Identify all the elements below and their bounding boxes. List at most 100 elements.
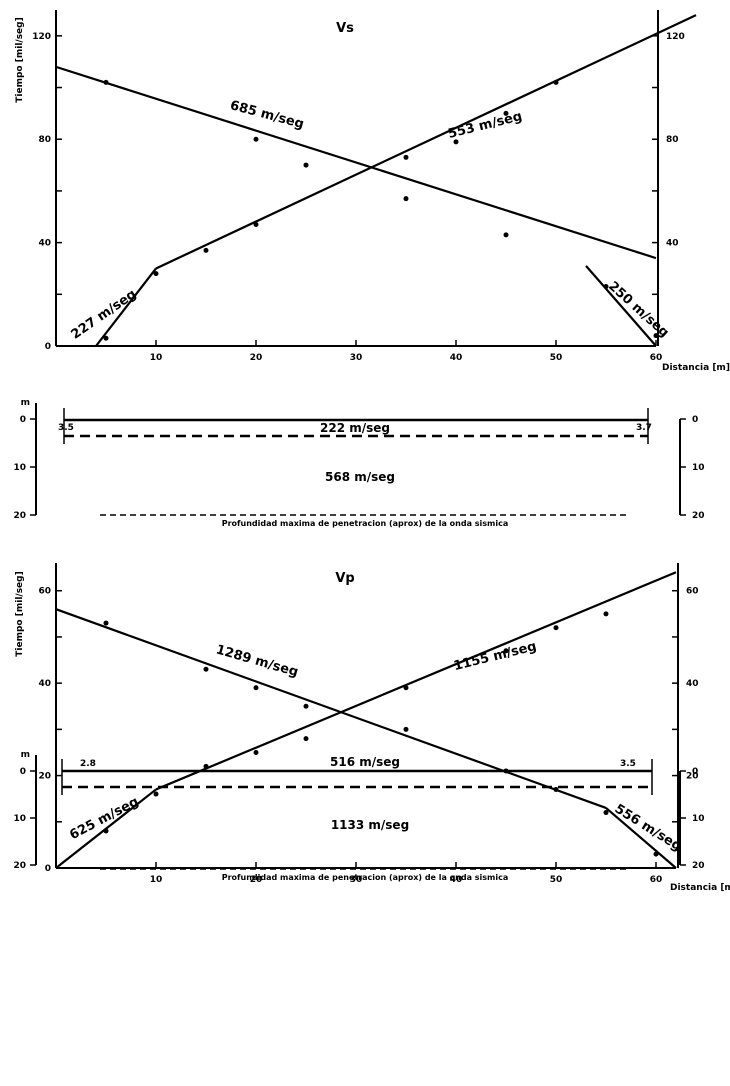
y-axis-title: Tiempo [mil/seg] (15, 571, 25, 656)
y-tick-label-left: 60 (38, 587, 51, 597)
y-tick-label-left: 80 (38, 135, 51, 145)
velocity-annotation: 625 m/seg (67, 794, 141, 843)
y-tick-label-left: 0 (45, 864, 51, 874)
x-axis-title: Distancia [m] (670, 883, 730, 893)
data-point (203, 763, 209, 769)
left-depth-label: 2.8 (80, 759, 96, 769)
x-tick-label: 20 (250, 875, 263, 885)
travel-time-segment (55, 608, 607, 809)
data-point (253, 685, 259, 691)
y-tick-label-left: 40 (38, 239, 51, 249)
data-point (653, 851, 659, 857)
depth-tick-label-left: 0 (20, 767, 26, 777)
data-point (153, 271, 159, 277)
x-tick-label: 50 (550, 353, 563, 363)
x-axis-title: Distancia [m] (662, 363, 730, 373)
data-point (403, 685, 409, 691)
data-point (603, 284, 609, 290)
travel-time-segment (155, 14, 697, 270)
data-point (103, 620, 109, 626)
velocity-annotation: 250 m/seg (605, 279, 671, 341)
x-tick-label: 10 (150, 875, 163, 885)
x-tick-label: 10 (150, 353, 163, 363)
depth-tick-label-left: 20 (13, 861, 26, 871)
data-point (253, 136, 259, 142)
left-depth-label: 3.5 (58, 423, 74, 433)
depth-tick-label-right: 10 (692, 463, 705, 473)
data-point (303, 703, 309, 709)
data-point (603, 810, 609, 816)
max-penetration-note: Profundidad maxima de penetracion (aprox… (222, 519, 509, 528)
data-point (103, 79, 109, 85)
y-tick-label-right: 80 (666, 135, 679, 145)
x-tick-label: 30 (350, 353, 363, 363)
velocity-annotation: 556 m/seg (612, 802, 684, 855)
x-tick-label: 30 (350, 875, 363, 885)
data-point (603, 611, 609, 617)
data-point (253, 749, 259, 755)
y-tick-label-left: 20 (38, 772, 51, 782)
travel-time-segment (155, 571, 677, 791)
depth-tick-label-right: 0 (692, 767, 698, 777)
max-penetration-note: Profundidad maxima de penetracion (aprox… (222, 873, 509, 882)
y-tick-label-right: 40 (686, 679, 699, 689)
x-tick-label: 40 (450, 875, 463, 885)
y-tick-label-left: 40 (38, 679, 51, 689)
data-point (153, 791, 159, 797)
travel-time-segment (605, 807, 677, 869)
depth-tick-label-left: 0 (20, 415, 26, 425)
y-axis-title: Tiempo [mil/seg] (15, 17, 25, 102)
velocity-annotation: 685 m/seg (228, 98, 305, 132)
data-point (303, 736, 309, 742)
depth-tick-label-right: 20 (692, 511, 705, 521)
x-tick-label: 40 (450, 353, 463, 363)
chart-title: Vp (335, 571, 354, 586)
travel-time-segment (585, 265, 657, 347)
depth-tick-label-left: 20 (13, 511, 26, 521)
bottom-layer-velocity: 568 m/seg (325, 470, 395, 484)
data-point (503, 232, 509, 238)
data-point (303, 162, 309, 168)
data-point (103, 335, 109, 341)
depth-tick-label-right: 0 (692, 415, 698, 425)
travel-time-segment (55, 65, 657, 260)
y-tick-label-right: 120 (666, 32, 685, 42)
velocity-annotation: 1289 m/seg (214, 642, 300, 680)
data-point (503, 110, 509, 116)
top-layer-velocity: 516 m/seg (330, 755, 400, 769)
x-tick-label: 60 (650, 875, 663, 885)
y-tick-label-right: 20 (686, 772, 699, 782)
travel-time-segment (95, 267, 157, 347)
data-point (403, 726, 409, 732)
depth-tick-label-left: 10 (13, 814, 26, 824)
velocity-annotation: 1155 m/seg (452, 639, 538, 674)
vs-chart: 10 20 30 40 50 60 0 40 80 120 40 80 120 Vs Tiempo [mil… (15, 10, 730, 373)
chart-title: Vs (336, 21, 354, 36)
y-tick-label-right: 60 (686, 587, 699, 597)
y-tick-label-left: 0 (45, 342, 51, 352)
data-point (553, 79, 559, 85)
data-point (203, 666, 209, 672)
data-point (103, 828, 109, 834)
x-tick-label: 20 (250, 353, 263, 363)
data-point (203, 247, 209, 253)
top-layer-velocity: 222 m/seg (320, 421, 390, 435)
vs-depth-profile: m 0 10 20 0 10 20 3.5 3.7 222 m/seg 568 m/seg Profu… (13, 398, 704, 528)
right-depth-label: 3.7 (636, 423, 652, 433)
data-point (253, 222, 259, 228)
depth-tick-label-left: 10 (13, 463, 26, 473)
y-tick-label-left: 120 (32, 32, 51, 42)
data-point (403, 154, 409, 160)
x-tick-label: 60 (650, 353, 663, 363)
depth-tick-label-right: 20 (692, 861, 705, 871)
data-point (503, 648, 509, 654)
depth-unit: m (21, 398, 30, 408)
depth-unit: m (21, 750, 30, 760)
y-tick-label-right: 40 (666, 239, 679, 249)
data-point (553, 625, 559, 631)
data-point (553, 786, 559, 792)
data-point (653, 333, 659, 339)
